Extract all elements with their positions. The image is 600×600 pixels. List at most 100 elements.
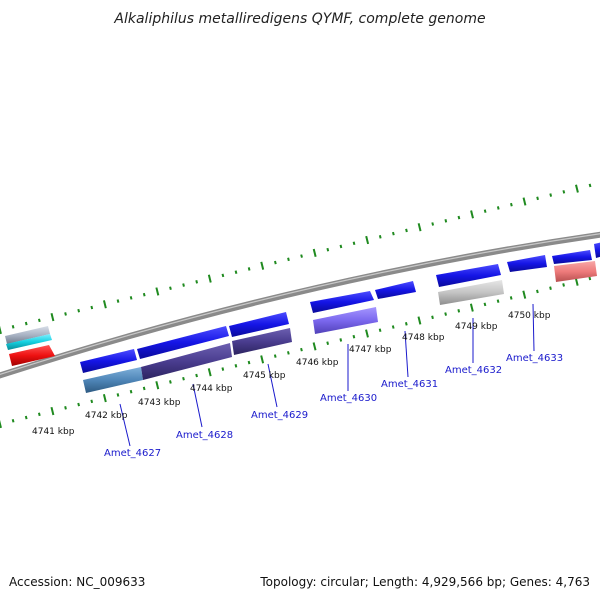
map-title: Alkaliphilus metalliredigens QYMF, compl… [113,11,485,27]
gene-label-amet-4628: Amet_4628 [176,430,233,441]
minor-tick [405,228,408,233]
gene-label-amet-4627: Amet_4627 [104,448,161,459]
gene-arrow [552,250,592,264]
minor-tick [90,399,94,404]
minor-tick [11,418,15,423]
major-tick [312,248,317,258]
minor-tick [509,296,513,300]
minor-tick [339,338,343,342]
forward-genes [5,242,600,373]
major-tick [0,325,2,335]
accession-text: Accession: NC_009633 [9,575,145,589]
minor-tick [352,241,356,246]
minor-tick [588,276,592,281]
minor-tick [169,380,172,384]
gene-arrow [229,312,289,337]
minor-tick [496,206,500,210]
minor-tick [182,283,185,287]
tick-label: 4741 kbp [32,427,75,437]
gene-box [438,280,504,305]
minor-tick [588,183,592,188]
gene-arrow [5,326,50,344]
gene-arrow [137,326,229,359]
minor-tick [483,302,487,307]
minor-tick [129,296,133,300]
major-tick [50,406,55,416]
minor-tick [444,312,448,316]
major-tick [155,381,160,390]
minor-tick [37,318,41,323]
gene-label-amet-4631: Amet_4631 [381,379,438,390]
gene-box [554,261,597,282]
major-tick [470,210,474,219]
gene-arrow [375,281,416,299]
minor-tick [300,254,303,258]
major-tick [260,355,265,364]
minor-tick [457,215,461,220]
gene-label-leaders [119,303,535,447]
gene-arrow [436,264,501,287]
minor-tick [378,328,382,333]
tick-label: 4744 kbp [190,384,233,394]
minor-tick [496,299,500,303]
major-tick [522,290,527,299]
minor-tick [339,244,343,249]
minor-tick [142,292,146,297]
major-tick [0,419,2,429]
reverse-genes [83,261,597,393]
major-tick [575,184,579,193]
minor-tick [286,351,290,355]
minor-tick [444,218,448,223]
minor-tick [64,312,67,316]
minor-tick [562,190,566,194]
minor-tick [247,267,251,271]
major-tick [155,287,160,296]
leader-line [192,383,203,428]
leader-line [404,330,409,378]
minor-tick [391,325,395,329]
position-tick-labels: 4741 kbp 4742 kbp 4743 kbp 4744 kbp 4745… [32,311,551,437]
major-tick [365,235,370,245]
tick-label: 4749 kbp [455,322,498,332]
tick-label: 4745 kbp [243,371,286,381]
minor-tick [90,305,94,310]
gene-label-amet-4633: Amet_4633 [506,353,563,364]
minor-tick [221,367,225,371]
genome-backbone [0,231,600,379]
minor-tick [326,341,330,345]
minor-tick [549,193,553,197]
gene-label-amet-4630: Amet_4630 [320,393,377,404]
major-tick [574,277,579,286]
major-tick [469,303,474,312]
minor-tick [562,283,565,287]
minor-tick [300,347,303,352]
minor-tick [457,309,461,313]
minor-tick [510,202,513,207]
inner-tick-row [0,276,592,429]
minor-tick [77,402,81,407]
genome-backbone-highlight [0,233,600,376]
minor-tick [247,360,251,365]
minor-tick [352,334,356,339]
gene-label-amet-4629: Amet_4629 [251,410,308,421]
minor-tick [129,389,133,394]
major-tick [260,261,265,270]
minor-tick [431,222,435,226]
minor-tick [221,273,225,278]
minor-tick [234,270,238,274]
gene-label-amet-4632: Amet_4632 [445,365,502,376]
gene-box [83,367,143,393]
minor-tick [326,247,330,252]
major-tick [50,313,55,322]
minor-tick [536,289,539,294]
major-tick [312,342,317,351]
minor-tick [195,280,199,284]
major-tick [522,197,527,206]
minor-tick [11,324,15,329]
minor-tick [182,376,185,381]
minor-tick [116,299,120,303]
gene-arrow [9,345,55,366]
minor-tick [37,412,41,417]
